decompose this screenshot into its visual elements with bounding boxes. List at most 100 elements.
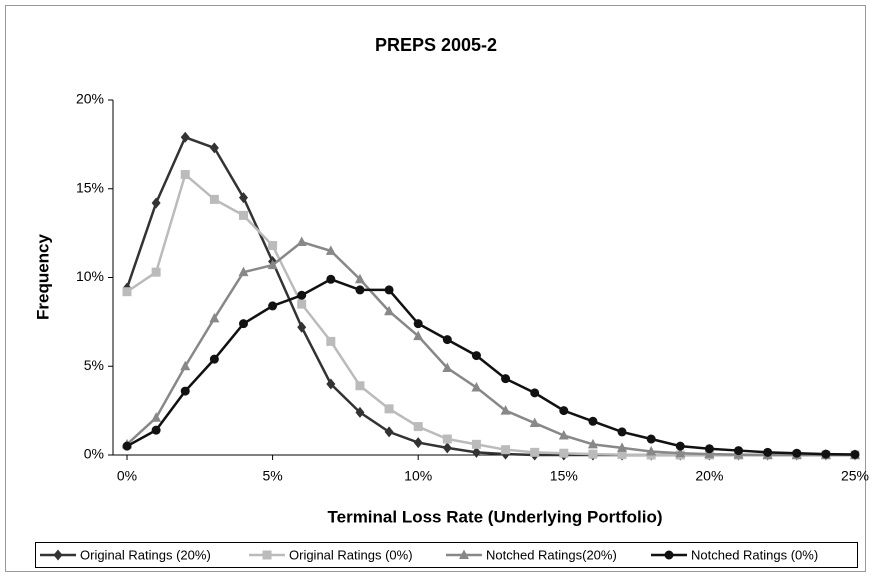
- data-point: [180, 360, 191, 371]
- series-line: [126, 240, 855, 457]
- legend-label: Notched Ratings(20%): [486, 547, 617, 562]
- data-point: [296, 236, 307, 246]
- data-point: [180, 170, 190, 180]
- data-point: [675, 447, 686, 458]
- data-point: [355, 406, 365, 418]
- data-point: [238, 210, 248, 220]
- data-point: [588, 449, 598, 459]
- data-point: [384, 285, 394, 295]
- data-point: [442, 442, 452, 454]
- data-point: [238, 266, 249, 277]
- data-point: [617, 427, 627, 437]
- legend-swatch-marker: [459, 549, 469, 559]
- data-point: [297, 321, 307, 333]
- legend-swatch-marker: [664, 550, 674, 560]
- data-point: [442, 362, 453, 373]
- x-tick-label: 5%: [262, 468, 282, 484]
- data-point: [792, 448, 802, 458]
- data-point: [297, 290, 307, 300]
- data-point: [704, 448, 715, 459]
- chart-title: PREPS 2005-2: [375, 35, 497, 55]
- data-point: [442, 335, 452, 345]
- data-point: [355, 285, 365, 295]
- data-point: [180, 131, 190, 143]
- data-point: [442, 434, 452, 444]
- data-point: [384, 305, 395, 316]
- data-point: [501, 445, 511, 455]
- data-point: [471, 351, 481, 361]
- data-point: [763, 447, 773, 457]
- data-point: [471, 446, 481, 458]
- chart-frame: [5, 5, 866, 572]
- data-point: [267, 259, 278, 270]
- data-point: [675, 441, 685, 451]
- data-point: [268, 301, 278, 311]
- data-point: [122, 441, 132, 451]
- data-point: [151, 197, 161, 209]
- data-point: [558, 429, 569, 440]
- data-point: [530, 388, 540, 398]
- legend-swatch-marker: [53, 549, 63, 561]
- x-axis-title: Terminal Loss Rate (Underlying Portfolio…: [328, 507, 663, 526]
- data-point: [326, 378, 336, 390]
- data-point: [500, 405, 511, 415]
- y-axis-title: Frequency: [33, 233, 52, 320]
- y-tick-label: 10%: [76, 268, 104, 284]
- y-tick-label: 0%: [84, 446, 104, 462]
- x-tick-label: 0%: [117, 468, 137, 484]
- x-tick-label: 15%: [550, 468, 578, 484]
- data-point: [209, 142, 219, 154]
- data-point: [559, 448, 569, 458]
- data-point: [355, 381, 365, 391]
- data-point: [209, 194, 219, 204]
- data-point: [354, 273, 365, 284]
- data-point: [501, 374, 511, 384]
- data-point: [384, 426, 394, 438]
- data-point: [734, 446, 744, 456]
- legend-label: Original Ratings (0%): [289, 547, 413, 562]
- data-point: [646, 445, 657, 456]
- data-point: [151, 425, 161, 435]
- data-point: [704, 444, 714, 454]
- legend-swatch-marker: [262, 550, 272, 560]
- y-tick-label: 5%: [84, 357, 104, 373]
- data-point: [588, 416, 598, 426]
- data-point: [326, 274, 336, 284]
- data-point: [413, 319, 423, 329]
- y-tick-label: 20%: [76, 91, 104, 107]
- series-line: [126, 277, 856, 456]
- data-point: [587, 438, 598, 449]
- y-tick-label: 15%: [76, 179, 104, 195]
- data-point: [413, 437, 423, 449]
- legend-label: Notched Ratings (0%): [691, 547, 818, 562]
- x-tick-label: 25%: [841, 468, 869, 484]
- data-point: [122, 287, 132, 297]
- data-point: [151, 412, 162, 422]
- data-point: [529, 417, 540, 428]
- data-point: [238, 192, 248, 204]
- data-point: [646, 434, 656, 444]
- data-point: [850, 449, 860, 459]
- data-point: [530, 447, 540, 457]
- data-point: [326, 336, 336, 346]
- data-point: [209, 354, 219, 364]
- x-tick-label: 10%: [404, 468, 432, 484]
- data-point: [471, 382, 482, 392]
- data-point: [413, 330, 424, 341]
- data-point: [238, 319, 248, 329]
- data-point: [559, 406, 569, 416]
- data-point: [151, 267, 161, 277]
- data-point: [617, 450, 627, 460]
- data-point: [821, 449, 831, 459]
- data-point: [471, 439, 481, 449]
- data-point: [209, 312, 220, 323]
- data-point: [384, 404, 394, 414]
- x-tick-label: 20%: [695, 468, 723, 484]
- data-point: [180, 386, 190, 396]
- data-point: [297, 299, 307, 309]
- data-point: [617, 442, 628, 452]
- legend-label: Original Ratings (20%): [80, 547, 211, 562]
- data-point: [413, 422, 423, 432]
